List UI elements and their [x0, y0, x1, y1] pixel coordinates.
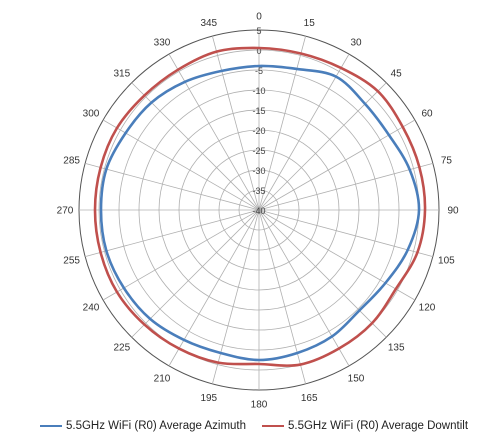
grid-spoke: [258, 82, 387, 211]
angle-label: 60: [421, 109, 433, 120]
radial-tick-label: -20: [252, 126, 265, 136]
legend-item-downtilt: 5.5GHz WiFi (R0) Average Downtilt: [262, 420, 468, 432]
radial-tick-label: -40: [252, 206, 265, 216]
grid-spokes: [79, 30, 439, 390]
grid-spoke: [258, 163, 433, 211]
radial-tick-label: -30: [252, 166, 265, 176]
grid-spoke: [258, 209, 433, 257]
radial-tick-label: -10: [252, 86, 265, 96]
grid-spoke: [258, 209, 387, 338]
series-lines: [93, 46, 427, 367]
polar-chart: -40 -35 -30 -25 -20 -15 -10 -5 0 5 0 15 30 45 60 75 90 1…: [57, 12, 459, 411]
radial-tick-label: -5: [255, 66, 263, 76]
grid-spoke: [258, 209, 416, 301]
grid-spoke: [258, 209, 306, 384]
angle-label: 195: [200, 393, 217, 404]
angle-label: 315: [113, 68, 130, 79]
angle-label: 15: [304, 18, 316, 29]
legend-label-azimuth: 5.5GHz WiFi (R0) Average Azimuth: [66, 420, 247, 432]
angle-label: 135: [388, 343, 405, 354]
grid-spoke: [212, 209, 260, 384]
angle-label: 105: [438, 256, 455, 267]
legend-label-downtilt: 5.5GHz WiFi (R0) Average Downtilt: [288, 420, 469, 432]
angle-label: 75: [441, 155, 453, 166]
radial-tick-labels: -40 -35 -30 -25 -20 -15 -10 -5 0 5: [252, 26, 265, 216]
angle-label: 180: [251, 400, 268, 411]
angle-label: 30: [350, 37, 362, 48]
angle-label: 285: [63, 155, 80, 166]
grid-spoke: [131, 82, 260, 211]
angle-label: 330: [154, 37, 171, 48]
grid-spoke: [258, 36, 306, 211]
legend-swatch-downtilt: [262, 425, 284, 427]
angle-label: 240: [83, 303, 100, 314]
angle-label: 345: [200, 18, 217, 29]
radial-tick-label: -25: [252, 146, 265, 156]
angle-labels: 0 15 30 45 60 75 90 105 120 135 150 165 180 195 210 225…: [57, 12, 459, 411]
angle-label: 45: [391, 68, 403, 79]
grid-spoke: [102, 209, 260, 301]
grid-spoke: [102, 119, 260, 211]
angle-label: 0: [256, 12, 262, 23]
grid-spoke: [212, 36, 260, 211]
angle-label: 150: [348, 374, 365, 385]
angle-label: 225: [113, 343, 130, 354]
angle-label: 270: [57, 206, 74, 217]
legend: 5.5GHz WiFi (R0) Average Azimuth 5.5GHz …: [0, 420, 491, 440]
series-azimuth-line: [99, 64, 421, 362]
grid-spoke: [85, 163, 260, 211]
radial-tick-label: -15: [252, 106, 265, 116]
grid-spoke: [258, 209, 350, 367]
series-downtilt-line: [93, 46, 427, 367]
angle-label: 300: [83, 109, 100, 120]
grid-spoke: [258, 53, 350, 211]
legend-swatch-azimuth: [40, 425, 62, 427]
grid-spoke: [131, 209, 260, 338]
angle-label: 165: [301, 393, 318, 404]
radial-tick-label: -35: [252, 186, 265, 196]
legend-item-azimuth: 5.5GHz WiFi (R0) Average Azimuth: [40, 420, 246, 432]
grid-spoke: [168, 53, 260, 211]
angle-label: 120: [419, 303, 436, 314]
radial-tick-label: 0: [256, 46, 261, 56]
radial-tick-label: 5: [256, 26, 261, 36]
angle-label: 210: [154, 374, 171, 385]
grid-spoke: [85, 209, 260, 257]
angle-label: 90: [447, 206, 459, 217]
angle-label: 255: [63, 256, 80, 267]
